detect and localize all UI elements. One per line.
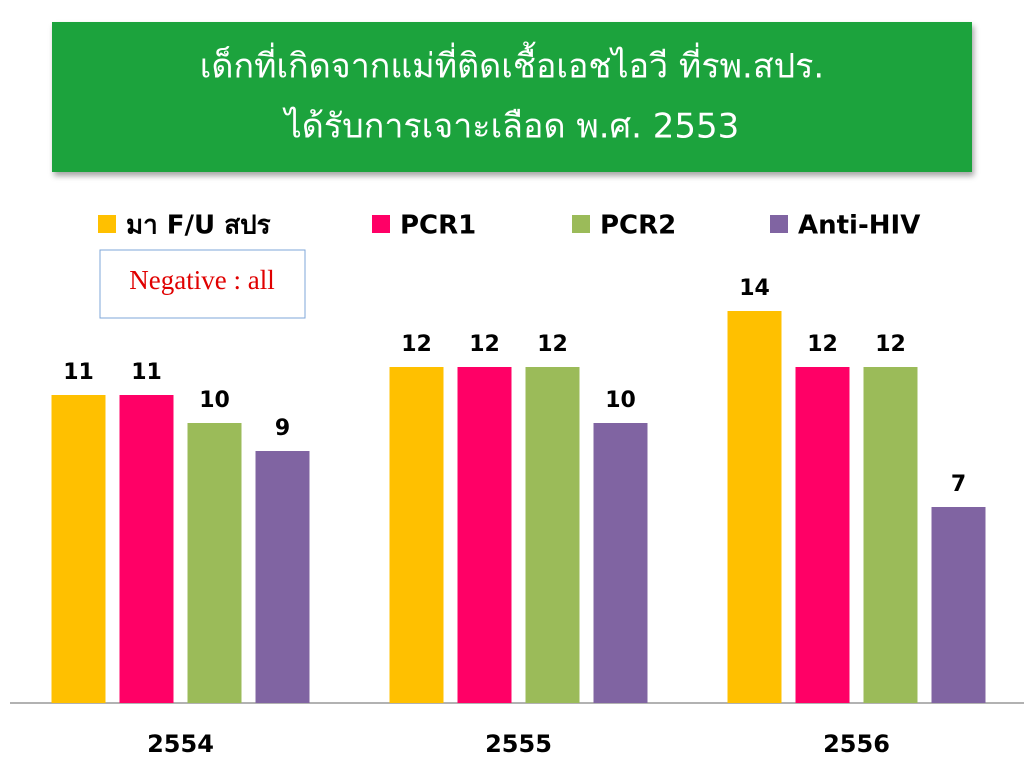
value-label: 12 bbox=[537, 332, 568, 357]
value-label: 12 bbox=[401, 332, 432, 357]
bar bbox=[593, 423, 648, 703]
legend-swatch bbox=[372, 215, 390, 233]
legend-swatch bbox=[98, 215, 116, 233]
title-box bbox=[52, 22, 972, 172]
legend-label: Anti-HIV bbox=[798, 211, 920, 241]
bar bbox=[727, 311, 782, 703]
value-label: 12 bbox=[807, 332, 838, 357]
value-label: 11 bbox=[63, 360, 94, 385]
bar bbox=[389, 367, 444, 703]
value-label: 9 bbox=[275, 416, 290, 441]
value-label: 10 bbox=[605, 388, 636, 413]
value-label: 14 bbox=[739, 276, 770, 301]
annotation-box bbox=[99, 249, 306, 319]
chart-title: ได้รับการเจาะเลือด พ.ศ. 2553 bbox=[282, 107, 740, 147]
bar bbox=[119, 395, 174, 703]
bar bbox=[795, 367, 850, 703]
value-label: 10 bbox=[199, 388, 230, 413]
bar bbox=[187, 423, 242, 703]
value-label: 12 bbox=[469, 332, 500, 357]
value-label: 11 bbox=[131, 360, 162, 385]
bar bbox=[51, 395, 106, 703]
legend-label: มา F/U สปร bbox=[126, 211, 271, 241]
bar bbox=[931, 507, 986, 703]
chart-title: เด็กที่เกิดจากแม่ที่ติดเชื้อเอชไอวี ที่ร… bbox=[200, 42, 824, 87]
bar bbox=[255, 451, 310, 703]
legend-label: PCR1 bbox=[400, 211, 476, 241]
bar bbox=[525, 367, 580, 703]
x-tick-label: 2555 bbox=[485, 730, 552, 758]
legend-label: PCR2 bbox=[600, 211, 676, 241]
value-label: 7 bbox=[951, 472, 966, 497]
x-tick-label: 2556 bbox=[823, 730, 890, 758]
legend-swatch bbox=[770, 215, 788, 233]
annotation: Negative : all bbox=[129, 265, 274, 295]
legend-swatch bbox=[572, 215, 590, 233]
value-label: 12 bbox=[875, 332, 906, 357]
bar bbox=[457, 367, 512, 703]
bar bbox=[863, 367, 918, 703]
x-tick-label: 2554 bbox=[147, 730, 214, 758]
